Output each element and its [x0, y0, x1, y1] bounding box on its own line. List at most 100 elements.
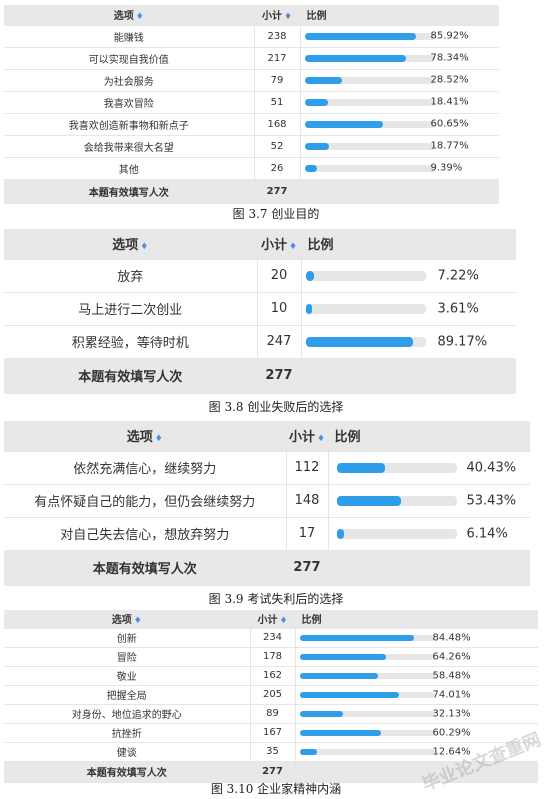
sort-icon[interactable]: ♦	[140, 242, 149, 253]
ratio-cell: 74.01%	[295, 685, 538, 705]
ratio-bar-fill	[299, 635, 414, 641]
total-row: 本题有效填写人次 277	[4, 179, 499, 204]
header-ratio: 比例	[301, 229, 516, 260]
header-option[interactable]: 选项 ♦	[4, 5, 254, 26]
table-row: 我喜欢冒险 51 18.41%	[4, 91, 499, 114]
ratio-cell: 40.43%	[328, 451, 530, 485]
ratio-bar-fill	[304, 165, 317, 172]
sort-icon[interactable]: ♦	[283, 12, 293, 23]
header-count[interactable]: 小计 ♦	[253, 5, 301, 26]
ratio-cell: 28.52%	[300, 69, 499, 92]
option-count: 20	[257, 259, 302, 293]
ratio-bar-track	[336, 463, 457, 473]
ratio-percent: 9.39%	[430, 162, 463, 174]
header-option[interactable]: 选项 ♦	[4, 229, 257, 260]
option-count: 238	[254, 25, 301, 48]
option-count: 26	[254, 157, 301, 180]
option-label: 冒险	[4, 647, 251, 667]
ratio-cell: 78.34%	[300, 47, 499, 70]
sort-icon[interactable]: ♦	[154, 434, 163, 445]
table-row: 为社会服务 79 28.52%	[4, 69, 499, 92]
header-ratio: 比例	[295, 610, 538, 629]
header-option[interactable]: 选项 ♦	[4, 610, 250, 629]
ratio-bar-track	[336, 529, 457, 539]
sort-icon[interactable]: ♦	[279, 616, 288, 627]
sort-icon[interactable]: ♦	[316, 434, 326, 445]
ratio-percent: 18.41%	[430, 96, 469, 108]
ratio-cell: 9.39%	[300, 157, 499, 180]
ratio-percent: 74.01%	[432, 689, 471, 700]
option-label: 会给我带来很大名望	[4, 135, 255, 158]
option-count: 234	[250, 628, 296, 648]
survey-table-after-failure: 选项 ♦ 小计 ♦ 比例 放弃 20 7.22% 马上进行二次创业 10 3.61% 积累经验，…	[4, 229, 516, 394]
ratio-percent: 78.34%	[430, 52, 469, 64]
header-count[interactable]: 小计 ♦	[285, 421, 329, 452]
figure-caption: 图 3.9 考试失利后的选择	[208, 592, 344, 606]
ratio-cell: 32.13%	[295, 704, 538, 724]
ratio-bar-fill	[304, 33, 417, 40]
ratio-percent: 18.77%	[430, 140, 469, 152]
option-count: 112	[286, 451, 329, 485]
total-label: 本题有效填写人次	[4, 358, 258, 394]
table-row: 抗挫折 167 60.29%	[4, 723, 538, 743]
total-label: 本题有效填写人次	[4, 550, 287, 586]
total-row: 本题有效填写人次 277	[4, 550, 530, 586]
option-label: 马上进行二次创业	[4, 292, 258, 326]
figure-caption: 图 3.8 创业失败后的选择	[208, 400, 344, 414]
option-label: 创新	[4, 628, 251, 648]
table-row: 有点怀疑自己的能力，但仍会继续努力 148 53.43%	[4, 484, 530, 518]
total-row: 本题有效填写人次 277	[4, 358, 516, 394]
ratio-bar-fill	[304, 143, 329, 150]
sort-icon[interactable]: ♦	[135, 12, 144, 23]
ratio-bar-track	[304, 143, 435, 150]
ratio-percent: 12.64%	[432, 746, 471, 757]
table-row: 积累经验，等待时机 247 89.17%	[4, 325, 516, 359]
option-label: 为社会服务	[4, 69, 255, 92]
ratio-bar-track	[305, 304, 426, 314]
ratio-cell: 12.64%	[295, 742, 538, 762]
sort-icon[interactable]: ♦	[133, 616, 142, 627]
table-row: 能赚钱 238 85.92%	[4, 25, 499, 48]
ratio-bar-track	[336, 496, 457, 506]
ratio-cell: 7.22%	[301, 259, 516, 293]
header-count[interactable]: 小计 ♦	[249, 610, 296, 629]
total-count: 277	[254, 179, 301, 204]
ratio-cell: 60.29%	[295, 723, 538, 743]
ratio-bar-fill	[336, 463, 386, 473]
option-count: 148	[286, 484, 329, 518]
option-count: 168	[254, 113, 301, 136]
ratio-cell: 58.48%	[295, 666, 538, 686]
ratio-percent: 40.43%	[466, 460, 517, 475]
ratio-percent: 85.92%	[430, 30, 469, 42]
option-label: 其他	[4, 157, 255, 180]
option-label: 放弃	[4, 259, 258, 293]
ratio-bar-track	[305, 337, 426, 347]
ratio-bar-track	[304, 99, 435, 106]
survey-table-entrepreneurship: 选项 ♦ 小计 ♦ 比例 创新 234 84.48% 冒险 178 64.26% 敬业 162 58…	[4, 610, 538, 783]
ratio-percent: 60.65%	[430, 118, 469, 130]
ratio-bar-track	[304, 77, 435, 84]
table-row: 敬业 162 58.48%	[4, 666, 538, 686]
ratio-cell: 3.61%	[301, 292, 516, 326]
sort-icon[interactable]: ♦	[288, 242, 298, 253]
ratio-cell: 6.14%	[328, 517, 530, 551]
ratio-percent: 53.43%	[466, 493, 517, 508]
option-count: 89	[250, 704, 296, 724]
ratio-bar-track	[299, 635, 435, 641]
ratio-bar-fill	[304, 77, 342, 84]
ratio-percent: 89.17%	[437, 334, 488, 349]
ratio-cell: 89.17%	[301, 325, 516, 359]
ratio-bar-fill	[299, 654, 387, 660]
ratio-bar-track	[305, 271, 426, 281]
option-count: 17	[286, 517, 329, 551]
ratio-percent: 3.61%	[437, 301, 479, 316]
ratio-bar-track	[299, 692, 435, 698]
header-option[interactable]: 选项 ♦	[4, 421, 286, 452]
total-empty-cell	[295, 761, 538, 783]
table-row: 冒险 178 64.26%	[4, 647, 538, 667]
header-count[interactable]: 小计 ♦	[256, 229, 302, 260]
ratio-bar-track	[299, 749, 435, 755]
survey-table-purpose: 选项 ♦ 小计 ♦ 比例 能赚钱 238 85.92% 可以实现自我价值 217 78.34%…	[4, 5, 499, 204]
option-label: 可以实现自我价值	[4, 47, 255, 70]
ratio-bar-fill	[299, 673, 379, 679]
